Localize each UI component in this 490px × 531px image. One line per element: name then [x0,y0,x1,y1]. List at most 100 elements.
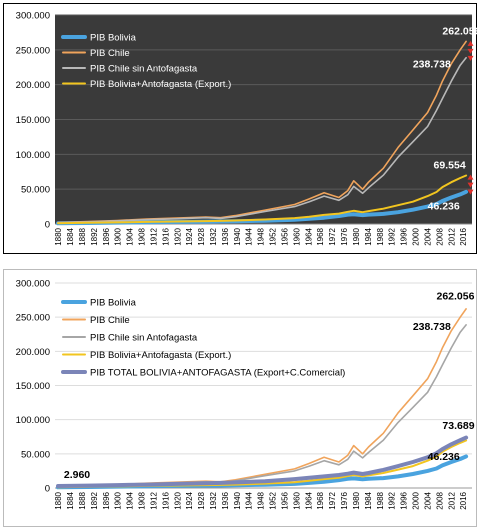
data-label: 238.738 [413,58,451,70]
x-tick-label: 1912 [149,227,158,245]
x-tick-label: 1880 [54,227,63,245]
x-tick-label: 1980 [352,227,361,245]
y-tick-label: 200.000 [16,80,50,91]
x-tick-label: 1896 [102,227,111,245]
x-tick-label: 1952 [269,227,278,245]
x-tick-label: 1888 [78,491,87,509]
x-tick-label: 1920 [173,227,182,245]
data-label: 46.236 [428,451,460,463]
x-tick-label: 2012 [447,227,456,245]
y-tick-label: 300.000 [16,279,50,290]
x-tick-label: 1892 [90,491,99,509]
x-tick-label: 1980 [352,491,361,509]
x-tick-label: 2012 [447,491,456,509]
chart-top: 0 50.000 100.000 150.000 200.000 250.000 300.0… [3,3,477,254]
y-tick-label: 150.000 [16,381,50,392]
legend-entry: PIB Bolivia+Antofagasta (Export.) [90,350,231,361]
x-tick-label: 1988 [376,491,385,509]
x-tick-label: 1964 [304,491,313,509]
legend-entry: PIB Bolivia [90,298,137,309]
x-tick-label: 2000 [412,227,421,245]
chart-top-svg: 0 50.000 100.000 150.000 200.000 250.000 300.0… [3,3,477,254]
x-tick-label: 1988 [376,227,385,245]
x-tick-label: 1944 [245,491,254,509]
x-tick-label: 1924 [185,227,194,245]
data-label: 262.056 [442,26,477,38]
x-tick-label: 1972 [328,227,337,245]
data-label: 46.236 [428,200,460,212]
x-tick-label: 1900 [114,491,123,509]
x-tick-label: 1884 [66,227,75,245]
legend-entry: PIB Chile sin Antofagasta [90,64,198,75]
x-tick-label: 1976 [340,227,349,245]
x-tick-label: 1928 [197,227,206,245]
x-tick-label: 1944 [245,227,254,245]
x-tick-label: 1904 [126,491,135,509]
x-tick-label: 2016 [459,227,468,245]
x-tick-label: 1992 [388,491,397,509]
series-line [57,174,468,225]
x-tick-label: 1940 [233,491,242,509]
x-tick-label: 1884 [66,491,75,509]
series-line [56,435,469,488]
x-tick-label: 2008 [435,227,444,245]
red-arrow-marker [467,174,474,195]
x-tick-label: 1904 [126,227,135,245]
y-tick-label: 250.000 [16,313,50,324]
x-tick-label: 2004 [423,227,432,245]
x-tick-label: 1984 [364,491,373,509]
chart-bottom-svg: 0 50.000 100.000 150.000 200.000 250.000 300.0… [3,269,477,527]
x-tick-label: 1932 [209,491,218,509]
x-tick-label: 1880 [54,491,63,509]
x-tick-label: 1948 [257,491,266,509]
x-tick-label: 2008 [435,491,444,509]
red-arrow-marker [467,40,474,61]
x-tick-label: 1892 [90,227,99,245]
x-tick-label: 1952 [269,491,278,509]
arrow-down-icon [467,189,474,195]
arrow-down-icon [467,55,474,61]
arrow-down-icon [467,182,474,188]
arrow-down-icon [467,48,474,54]
x-tick-label: 1916 [161,491,170,509]
data-label: 262.056 [437,290,475,302]
x-tick-label: 1940 [233,227,242,245]
legend-entry: PIB Chile [90,315,130,326]
x-tick-label: 1928 [197,491,206,509]
y-tick-label: 50.000 [21,449,50,460]
x-tick-label: 1996 [400,227,409,245]
y-tick-label: 200.000 [16,347,50,358]
y-tick-label: 150.000 [16,115,50,126]
x-tick-label: 1996 [400,491,409,509]
x-tick-label: 1916 [161,227,170,245]
y-tick-label: 100.000 [16,415,50,426]
y-tick-label: 0 [45,484,50,495]
x-tick-label: 1948 [257,227,266,245]
x-tick-label: 1920 [173,491,182,509]
x-tick-label: 2000 [412,491,421,509]
legend-entry: PIB Bolivia+Antofagasta (Export.) [90,79,231,90]
data-label: 2.960 [64,469,90,481]
legend-entry: PIB TOTAL BOLIVIA+ANTOFAGASTA (Export+C.… [90,368,345,379]
x-tick-label: 1896 [102,491,111,509]
data-label: 73.689 [442,420,474,432]
x-tick-label: 1968 [316,227,325,245]
x-tick-label: 1992 [388,227,397,245]
y-tick-label: 100.000 [16,150,50,161]
x-tick-label: 1900 [114,227,123,245]
x-tick-label: 1908 [138,227,147,245]
x-tick-label: 1976 [340,491,349,509]
arrow-up-icon [467,174,474,180]
x-tick-label: 2016 [459,491,468,509]
x-tick-label: 1956 [280,491,289,509]
x-tick-label: 1912 [149,491,158,509]
data-label: 238.738 [413,321,451,333]
x-tick-label: 1936 [221,227,230,245]
x-tick-label: 1964 [304,227,313,245]
x-tick-label: 1968 [316,491,325,509]
y-tick-label: 50.000 [21,185,50,196]
x-tick-label: 2004 [423,491,432,509]
y-tick-label: 300.000 [16,11,50,22]
data-label: 69.554 [434,159,466,171]
x-tick-label: 1924 [185,491,194,509]
